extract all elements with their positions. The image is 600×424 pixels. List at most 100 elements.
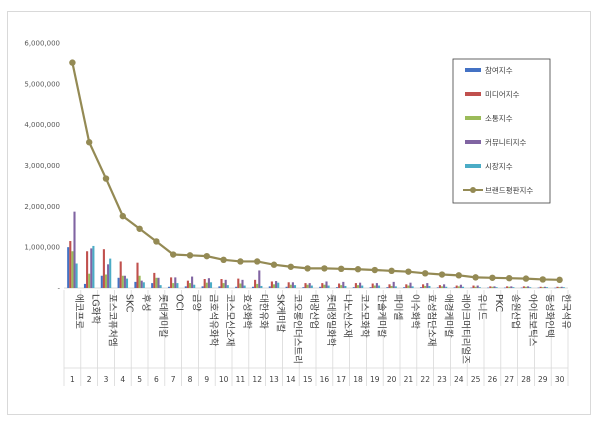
category-index-14: 14 bbox=[286, 375, 296, 384]
bar-1-25 bbox=[470, 287, 473, 289]
bar-5-18 bbox=[361, 285, 364, 288]
brand-index-point-12 bbox=[254, 258, 261, 265]
bar-1-29 bbox=[537, 287, 540, 289]
bar-5-26 bbox=[495, 287, 498, 288]
bar-3-4 bbox=[121, 275, 124, 288]
brand-index-point-14 bbox=[287, 263, 294, 270]
category-label-24: 레이크머티리얼즈 bbox=[459, 294, 470, 364]
category-index-13: 13 bbox=[269, 375, 279, 384]
bar-1-8 bbox=[184, 286, 187, 288]
bar-1-28 bbox=[520, 287, 523, 289]
bar-2-12 bbox=[254, 279, 257, 288]
bar-2-18 bbox=[354, 283, 357, 288]
bar-4-27 bbox=[510, 286, 513, 288]
brand-index-point-27 bbox=[506, 275, 513, 282]
bar-4-17 bbox=[342, 281, 345, 288]
bar-1-6 bbox=[151, 283, 154, 288]
category-label-2: LG화학 bbox=[90, 294, 101, 324]
category-label-28: 아이로보틱스 bbox=[527, 294, 539, 347]
category-label-29: 동성화인텍 bbox=[543, 294, 554, 338]
bar-2-23 bbox=[438, 285, 441, 288]
brand-index-point-16 bbox=[321, 265, 328, 272]
bar-1-12 bbox=[251, 286, 255, 288]
legend-swatch-3 bbox=[465, 116, 481, 120]
bar-2-21 bbox=[405, 284, 408, 288]
category-label-23: 애경케미칼 bbox=[443, 294, 455, 338]
category-index-15: 15 bbox=[303, 375, 313, 384]
bar-3-25 bbox=[474, 286, 477, 288]
bar-5-4 bbox=[125, 278, 129, 288]
category-index-22: 22 bbox=[420, 375, 430, 384]
bar-5-19 bbox=[377, 285, 381, 288]
bar-3-23 bbox=[440, 286, 444, 288]
category-index-4: 4 bbox=[120, 375, 125, 384]
bar-5-23 bbox=[445, 286, 448, 288]
bar-5-2 bbox=[92, 245, 95, 288]
category-label-10: 코스모신소재 bbox=[224, 294, 235, 346]
category-label-22: 효성첨단소재 bbox=[426, 294, 437, 346]
bar-5-3 bbox=[109, 258, 112, 288]
bar-2-5 bbox=[136, 262, 139, 288]
category-index-16: 16 bbox=[320, 375, 330, 384]
brand-index-point-2 bbox=[86, 139, 93, 146]
bar-3-17 bbox=[340, 285, 343, 288]
category-label-14: 코오롱인더스트리 bbox=[291, 294, 302, 364]
bar-1-11 bbox=[235, 286, 238, 288]
y-tick-label: - bbox=[57, 285, 60, 293]
bar-2-27 bbox=[506, 286, 509, 288]
y-tick-label: 5,000,000 bbox=[24, 80, 60, 88]
bar-4-1 bbox=[73, 211, 76, 288]
bar-5-5 bbox=[142, 282, 145, 288]
bar-1-19 bbox=[369, 287, 372, 288]
bar-5-11 bbox=[243, 285, 246, 288]
bar-3-26 bbox=[491, 286, 494, 288]
brand-index-point-5 bbox=[136, 225, 143, 232]
bar-4-29 bbox=[543, 286, 546, 288]
bar-2-4 bbox=[119, 261, 122, 288]
bar-1-24 bbox=[453, 287, 456, 288]
bar-1-10 bbox=[218, 286, 221, 288]
category-label-1: 에코프로 bbox=[73, 294, 84, 329]
brand-index-point-29 bbox=[539, 276, 546, 283]
bar-4-9 bbox=[207, 278, 210, 288]
category-label-15: 태광산업 bbox=[308, 294, 320, 329]
bar-3-14 bbox=[289, 284, 292, 288]
bar-3-7 bbox=[172, 283, 175, 288]
legend-marker bbox=[470, 187, 476, 193]
bar-1-9 bbox=[201, 286, 204, 288]
category-label-8: 금양 bbox=[191, 294, 202, 312]
bar-3-10 bbox=[222, 283, 225, 288]
bar-4-4 bbox=[123, 275, 126, 288]
bar-2-13 bbox=[270, 281, 273, 288]
legend-box bbox=[452, 58, 551, 204]
bar-1-16 bbox=[319, 286, 322, 288]
bar-1-17 bbox=[335, 287, 339, 288]
bar-1-18 bbox=[352, 287, 355, 288]
brand-index-point-13 bbox=[270, 261, 278, 268]
brand-index-point-4 bbox=[119, 212, 127, 220]
bar-1-22 bbox=[419, 287, 423, 288]
bar-5-9 bbox=[209, 282, 213, 288]
brand-index-point-25 bbox=[472, 274, 479, 281]
category-label-17: 나노신소재 bbox=[342, 294, 353, 338]
bar-1-13 bbox=[268, 286, 271, 288]
category-index-27: 27 bbox=[504, 375, 514, 384]
bar-4-12 bbox=[258, 270, 261, 288]
category-index-10: 10 bbox=[219, 375, 229, 384]
bar-3-20 bbox=[390, 285, 393, 288]
bar-2-11 bbox=[237, 278, 240, 288]
category-label-4: SKC bbox=[123, 294, 134, 313]
category-label-21: 이수화학 bbox=[409, 294, 420, 329]
bar-3-2 bbox=[88, 273, 91, 288]
category-index-26: 26 bbox=[488, 375, 498, 384]
brand-index-point-8 bbox=[186, 252, 194, 259]
brand-index-point-20 bbox=[388, 267, 395, 275]
bar-3-12 bbox=[256, 283, 259, 288]
bar-3-5 bbox=[138, 275, 141, 288]
category-index-30: 30 bbox=[555, 375, 565, 384]
category-label-6: 롯데케미칼 bbox=[157, 294, 168, 338]
legend-label-1: 참여지수 bbox=[485, 65, 513, 75]
category-index-9: 9 bbox=[204, 375, 209, 384]
brand-index-point-22 bbox=[422, 270, 429, 277]
